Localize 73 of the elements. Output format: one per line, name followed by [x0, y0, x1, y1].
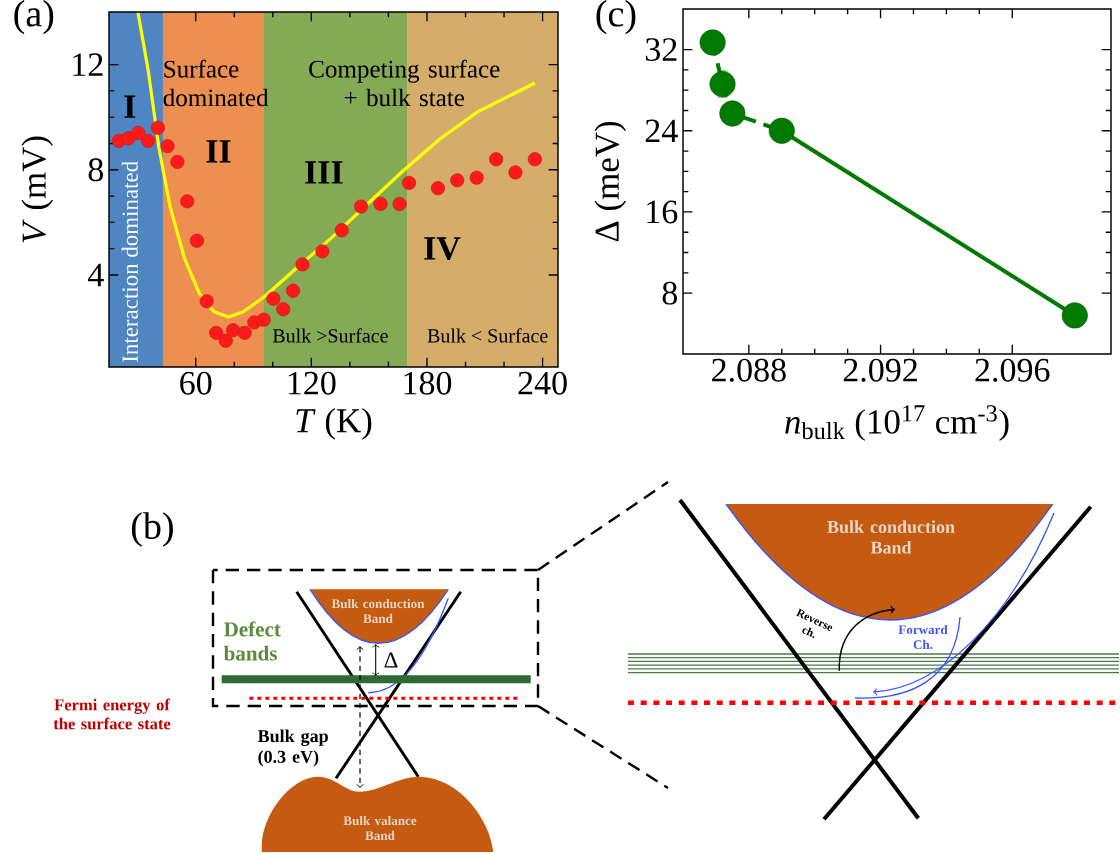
point [489, 152, 504, 167]
point [189, 233, 204, 248]
annotation: II [206, 140, 231, 163]
y-axis-title: Δ (meV) [594, 121, 627, 242]
annotation: Competing surface + bulk state [309, 59, 500, 107]
x-tick-label: 2.092 [843, 358, 917, 382]
point [709, 71, 736, 98]
point [218, 333, 233, 348]
point [719, 100, 746, 127]
annotation: Interaction dominated [121, 161, 138, 362]
y-axis-title: V (mV) [21, 136, 54, 243]
point [237, 325, 252, 340]
x-axis-title: n$_{bulk}$ (10$^{17}$ cm$^{-3}$) [785, 405, 1009, 441]
annotation: III [305, 161, 343, 184]
point [334, 223, 349, 238]
x-tick-label: 2.088 [712, 358, 786, 382]
point [150, 120, 165, 135]
x-tick-label: 2.096 [975, 358, 1050, 382]
point [402, 175, 417, 190]
point [199, 294, 214, 309]
x-tick-label: 120 [288, 371, 336, 395]
chart-title: (a) [14, 0, 54, 35]
y-tick-label: 8 [88, 158, 103, 182]
point [392, 196, 407, 211]
text: (b) [131, 512, 173, 547]
point [160, 139, 175, 154]
x-tick-label: 60 [180, 371, 212, 395]
text: Bulk conduction Band [827, 520, 955, 554]
point [315, 244, 330, 259]
text: Defect bands [223, 621, 281, 661]
point [527, 152, 542, 167]
point [226, 323, 241, 338]
annotation: IV [424, 237, 461, 261]
text: Bulk valance Band [343, 815, 417, 841]
point [1061, 302, 1088, 329]
point [450, 173, 465, 188]
x-tick-label: 180 [404, 371, 452, 395]
text: Δ [384, 652, 398, 668]
x-tick-label: 240 [518, 371, 567, 395]
point [256, 312, 271, 327]
text: Bulk gap (0.3 eV) [257, 729, 328, 767]
point [768, 117, 795, 144]
point [170, 154, 185, 169]
point [354, 199, 369, 214]
point [131, 125, 146, 140]
point [699, 29, 726, 56]
y-tick-label: 32 [645, 38, 677, 62]
point [469, 170, 484, 185]
point [295, 257, 310, 272]
point [373, 196, 388, 211]
x-axis-title: T (K) [296, 407, 372, 440]
annotation: I [124, 95, 136, 118]
point [141, 133, 156, 148]
point [508, 165, 523, 180]
y-tick-label: 24 [645, 119, 678, 143]
point [266, 291, 281, 306]
text: Fermi energy of the surface state [53, 698, 171, 730]
point [430, 181, 445, 196]
y-tick-label: 16 [647, 200, 678, 224]
point [286, 283, 301, 298]
point [180, 194, 195, 209]
y-tick-label: 8 [662, 281, 677, 305]
chart-title: (c) [596, 0, 636, 35]
y-tick-label: 12 [73, 53, 103, 76]
text: Bulk conduction Band [331, 598, 425, 624]
point [209, 325, 224, 340]
annotation: Bulk >Surface [272, 328, 388, 343]
line-series [136, 12, 537, 319]
annotation: Bulk < Surface [427, 328, 548, 343]
annotation: Surface dominated [163, 59, 269, 107]
text: Forward Ch. [898, 624, 948, 650]
point [276, 302, 291, 317]
y-tick-label: 4 [87, 263, 104, 287]
